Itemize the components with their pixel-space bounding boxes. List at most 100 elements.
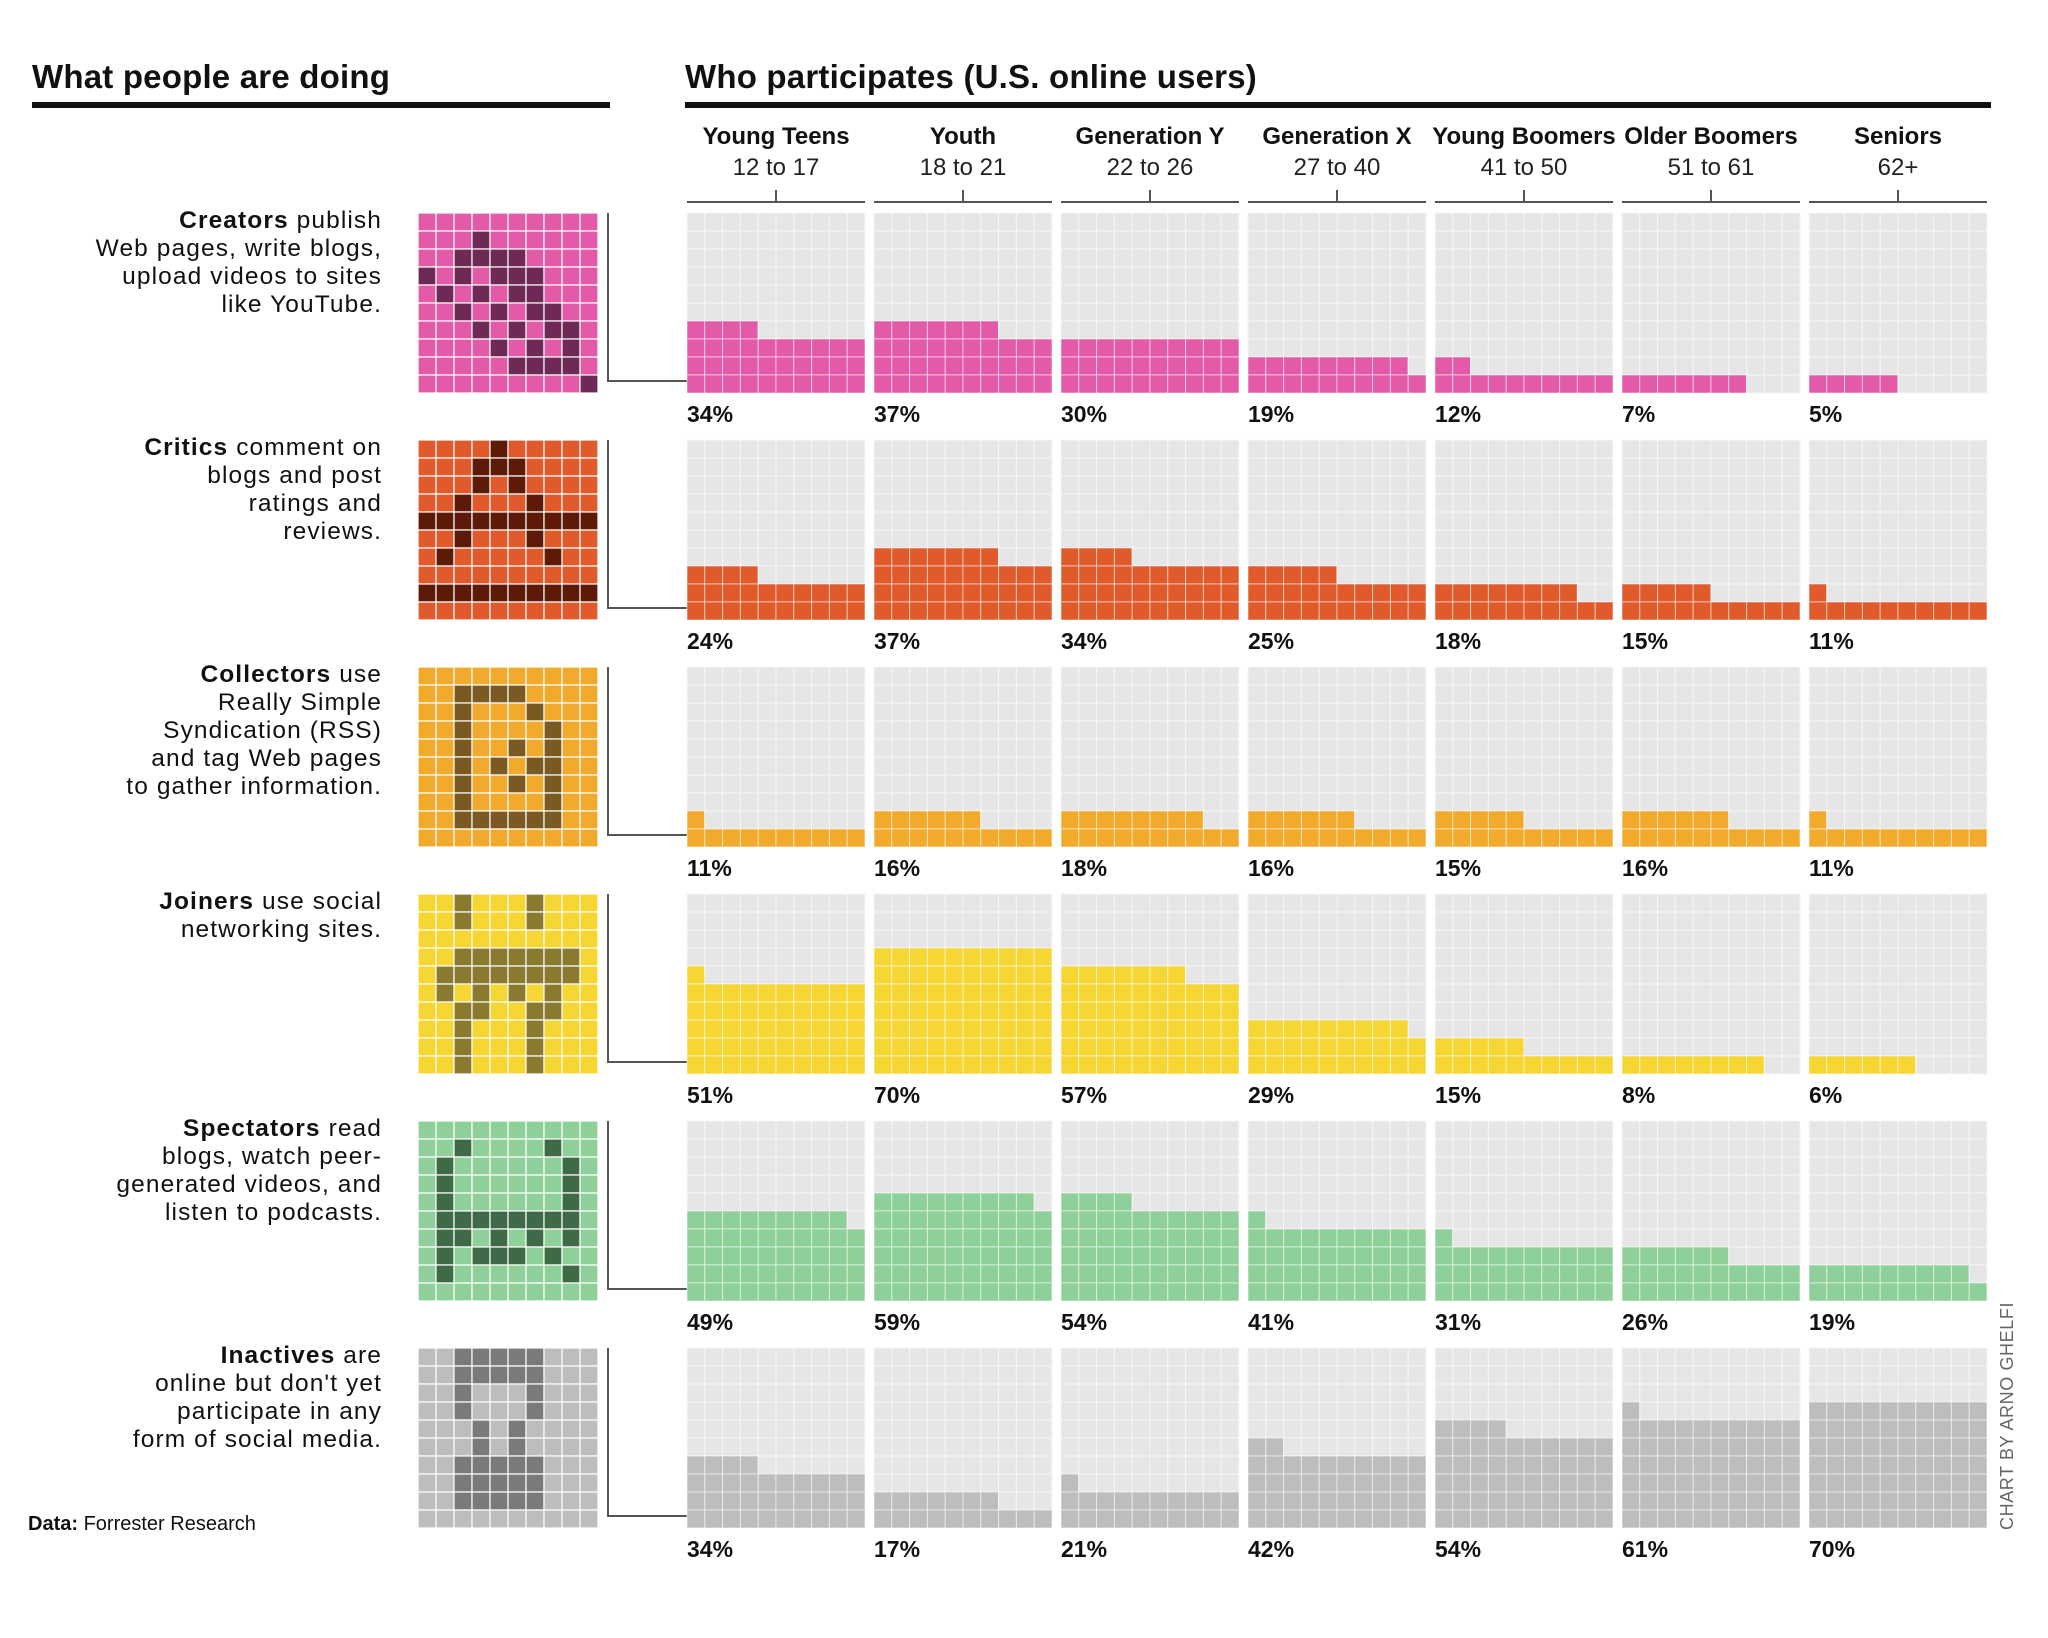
bar-creators-5: [1621, 212, 1801, 394]
percent-label: 34%: [687, 1536, 734, 1562]
bar-joiners-5: [1621, 893, 1801, 1075]
percent-label: 16%: [1248, 855, 1295, 881]
column-name: Older Boomers: [1624, 123, 1798, 150]
description-text: use social: [262, 888, 382, 915]
description-text: Syndication (RSS): [163, 717, 382, 744]
percent-label: 18%: [1061, 855, 1108, 881]
bar-creators-3: [1247, 212, 1427, 394]
description-line: Inactives are: [30, 1342, 382, 1370]
source-label: Data:: [28, 1513, 79, 1535]
bar-critics-5: [1621, 439, 1801, 621]
column-header: Young Boomers 41 to 50: [1415, 121, 1633, 183]
description-line: ratings and: [30, 490, 382, 518]
row-connector: [607, 1121, 695, 1290]
bar-critics-2: [1060, 439, 1240, 621]
description-text: blogs, watch peer-: [162, 1143, 382, 1170]
bar-spectators-1: [873, 1120, 1053, 1302]
description-line: listen to podcasts.: [30, 1199, 382, 1227]
bar-critics-1: [873, 439, 1053, 621]
description-text: reviews.: [283, 518, 382, 545]
percent-label: 49%: [687, 1309, 734, 1335]
description-text: are: [343, 1342, 382, 1369]
spectators-icon: [417, 1120, 599, 1302]
description-text: Web pages, write blogs,: [95, 235, 382, 262]
percent-label: 34%: [1061, 628, 1108, 654]
collectors-icon: [417, 666, 599, 848]
description-text: form of social media.: [132, 1426, 382, 1453]
percent-label: 31%: [1435, 1309, 1482, 1335]
row-connector: [607, 440, 695, 609]
row-connector: [607, 1348, 695, 1517]
category-description: Spectators read blogs, watch peer-generat…: [30, 1115, 382, 1227]
description-text: generated videos, and: [116, 1171, 382, 1198]
bar-spectators-4: [1434, 1120, 1614, 1302]
bar-critics-3: [1247, 439, 1427, 621]
bar-inactives-4: [1434, 1347, 1614, 1529]
bar-collectors-4: [1434, 666, 1614, 848]
description-text: participate in any: [176, 1398, 382, 1425]
description-line: to gather information.: [30, 773, 382, 801]
percent-label: 17%: [874, 1536, 921, 1562]
description-text: networking sites.: [180, 916, 382, 943]
column-header: Youth 18 to 21: [854, 121, 1072, 183]
category-name: Inactives: [220, 1342, 336, 1369]
percent-label: 37%: [874, 401, 921, 427]
percent-label: 5%: [1809, 401, 1843, 427]
description-text: listen to podcasts.: [164, 1199, 382, 1226]
category-name: Joiners: [159, 888, 255, 915]
column-age-range: 12 to 17: [732, 154, 820, 181]
percent-label: 21%: [1061, 1536, 1108, 1562]
category-description: Collectors use Really Simple Syndication (…: [30, 661, 382, 801]
description-line: participate in any: [30, 1398, 382, 1426]
bar-joiners-3: [1247, 893, 1427, 1075]
percent-label: 42%: [1248, 1536, 1295, 1562]
percent-label: 15%: [1435, 855, 1482, 881]
column-name: Seniors: [1853, 123, 1943, 150]
description-text: comment on: [236, 434, 382, 461]
chart-credit: CHART BY ARNO GHELFI: [1997, 1301, 2017, 1530]
creators-icon: [417, 212, 599, 394]
percent-label: 7%: [1622, 401, 1656, 427]
description-line: blogs, watch peer-: [30, 1143, 382, 1171]
category-name: Creators: [179, 207, 289, 234]
percent-label: 8%: [1622, 1082, 1656, 1108]
column-age-range: 51 to 61: [1667, 154, 1755, 181]
description-line: Joiners use social: [30, 888, 382, 916]
description-line: blogs and post: [30, 462, 382, 490]
description-line: generated videos, and: [30, 1171, 382, 1199]
percent-label: 16%: [874, 855, 921, 881]
bar-creators-6: [1808, 212, 1988, 394]
bar-inactives-0: [686, 1347, 866, 1529]
column-name: Young Teens: [702, 123, 850, 150]
column-header: Generation Y 22 to 26: [1041, 121, 1259, 183]
category-name: Spectators: [183, 1115, 321, 1142]
bar-inactives-5: [1621, 1347, 1801, 1529]
bar-collectors-2: [1060, 666, 1240, 848]
description-line: Really Simple: [30, 689, 382, 717]
column-header: Seniors 62+: [1789, 121, 2007, 183]
bar-spectators-2: [1060, 1120, 1240, 1302]
percent-label: 61%: [1622, 1536, 1669, 1562]
bar-spectators-3: [1247, 1120, 1427, 1302]
percent-label: 24%: [687, 628, 734, 654]
inactives-icon: [417, 1347, 599, 1529]
description-line: Collectors use: [30, 661, 382, 689]
category-name: Critics: [144, 434, 229, 461]
bar-creators-1: [873, 212, 1053, 394]
bar-inactives-6: [1808, 1347, 1988, 1529]
percent-label: 19%: [1809, 1309, 1856, 1335]
bar-inactives-2: [1060, 1347, 1240, 1529]
percent-label: 70%: [874, 1082, 921, 1108]
left-title: What people are doing: [32, 58, 391, 95]
description-text: to gather information.: [126, 773, 382, 800]
bar-collectors-1: [873, 666, 1053, 848]
description-line: and tag Web pages: [30, 745, 382, 773]
column-name: Young Boomers: [1432, 123, 1616, 150]
category-description: Inactives are online but don't yet partici…: [30, 1342, 382, 1454]
bar-collectors-6: [1808, 666, 1988, 848]
column-age-range: 27 to 40: [1293, 154, 1381, 181]
description-line: upload videos to sites: [30, 263, 382, 291]
percent-label: 34%: [687, 401, 734, 427]
percent-label: 54%: [1061, 1309, 1108, 1335]
bar-creators-2: [1060, 212, 1240, 394]
